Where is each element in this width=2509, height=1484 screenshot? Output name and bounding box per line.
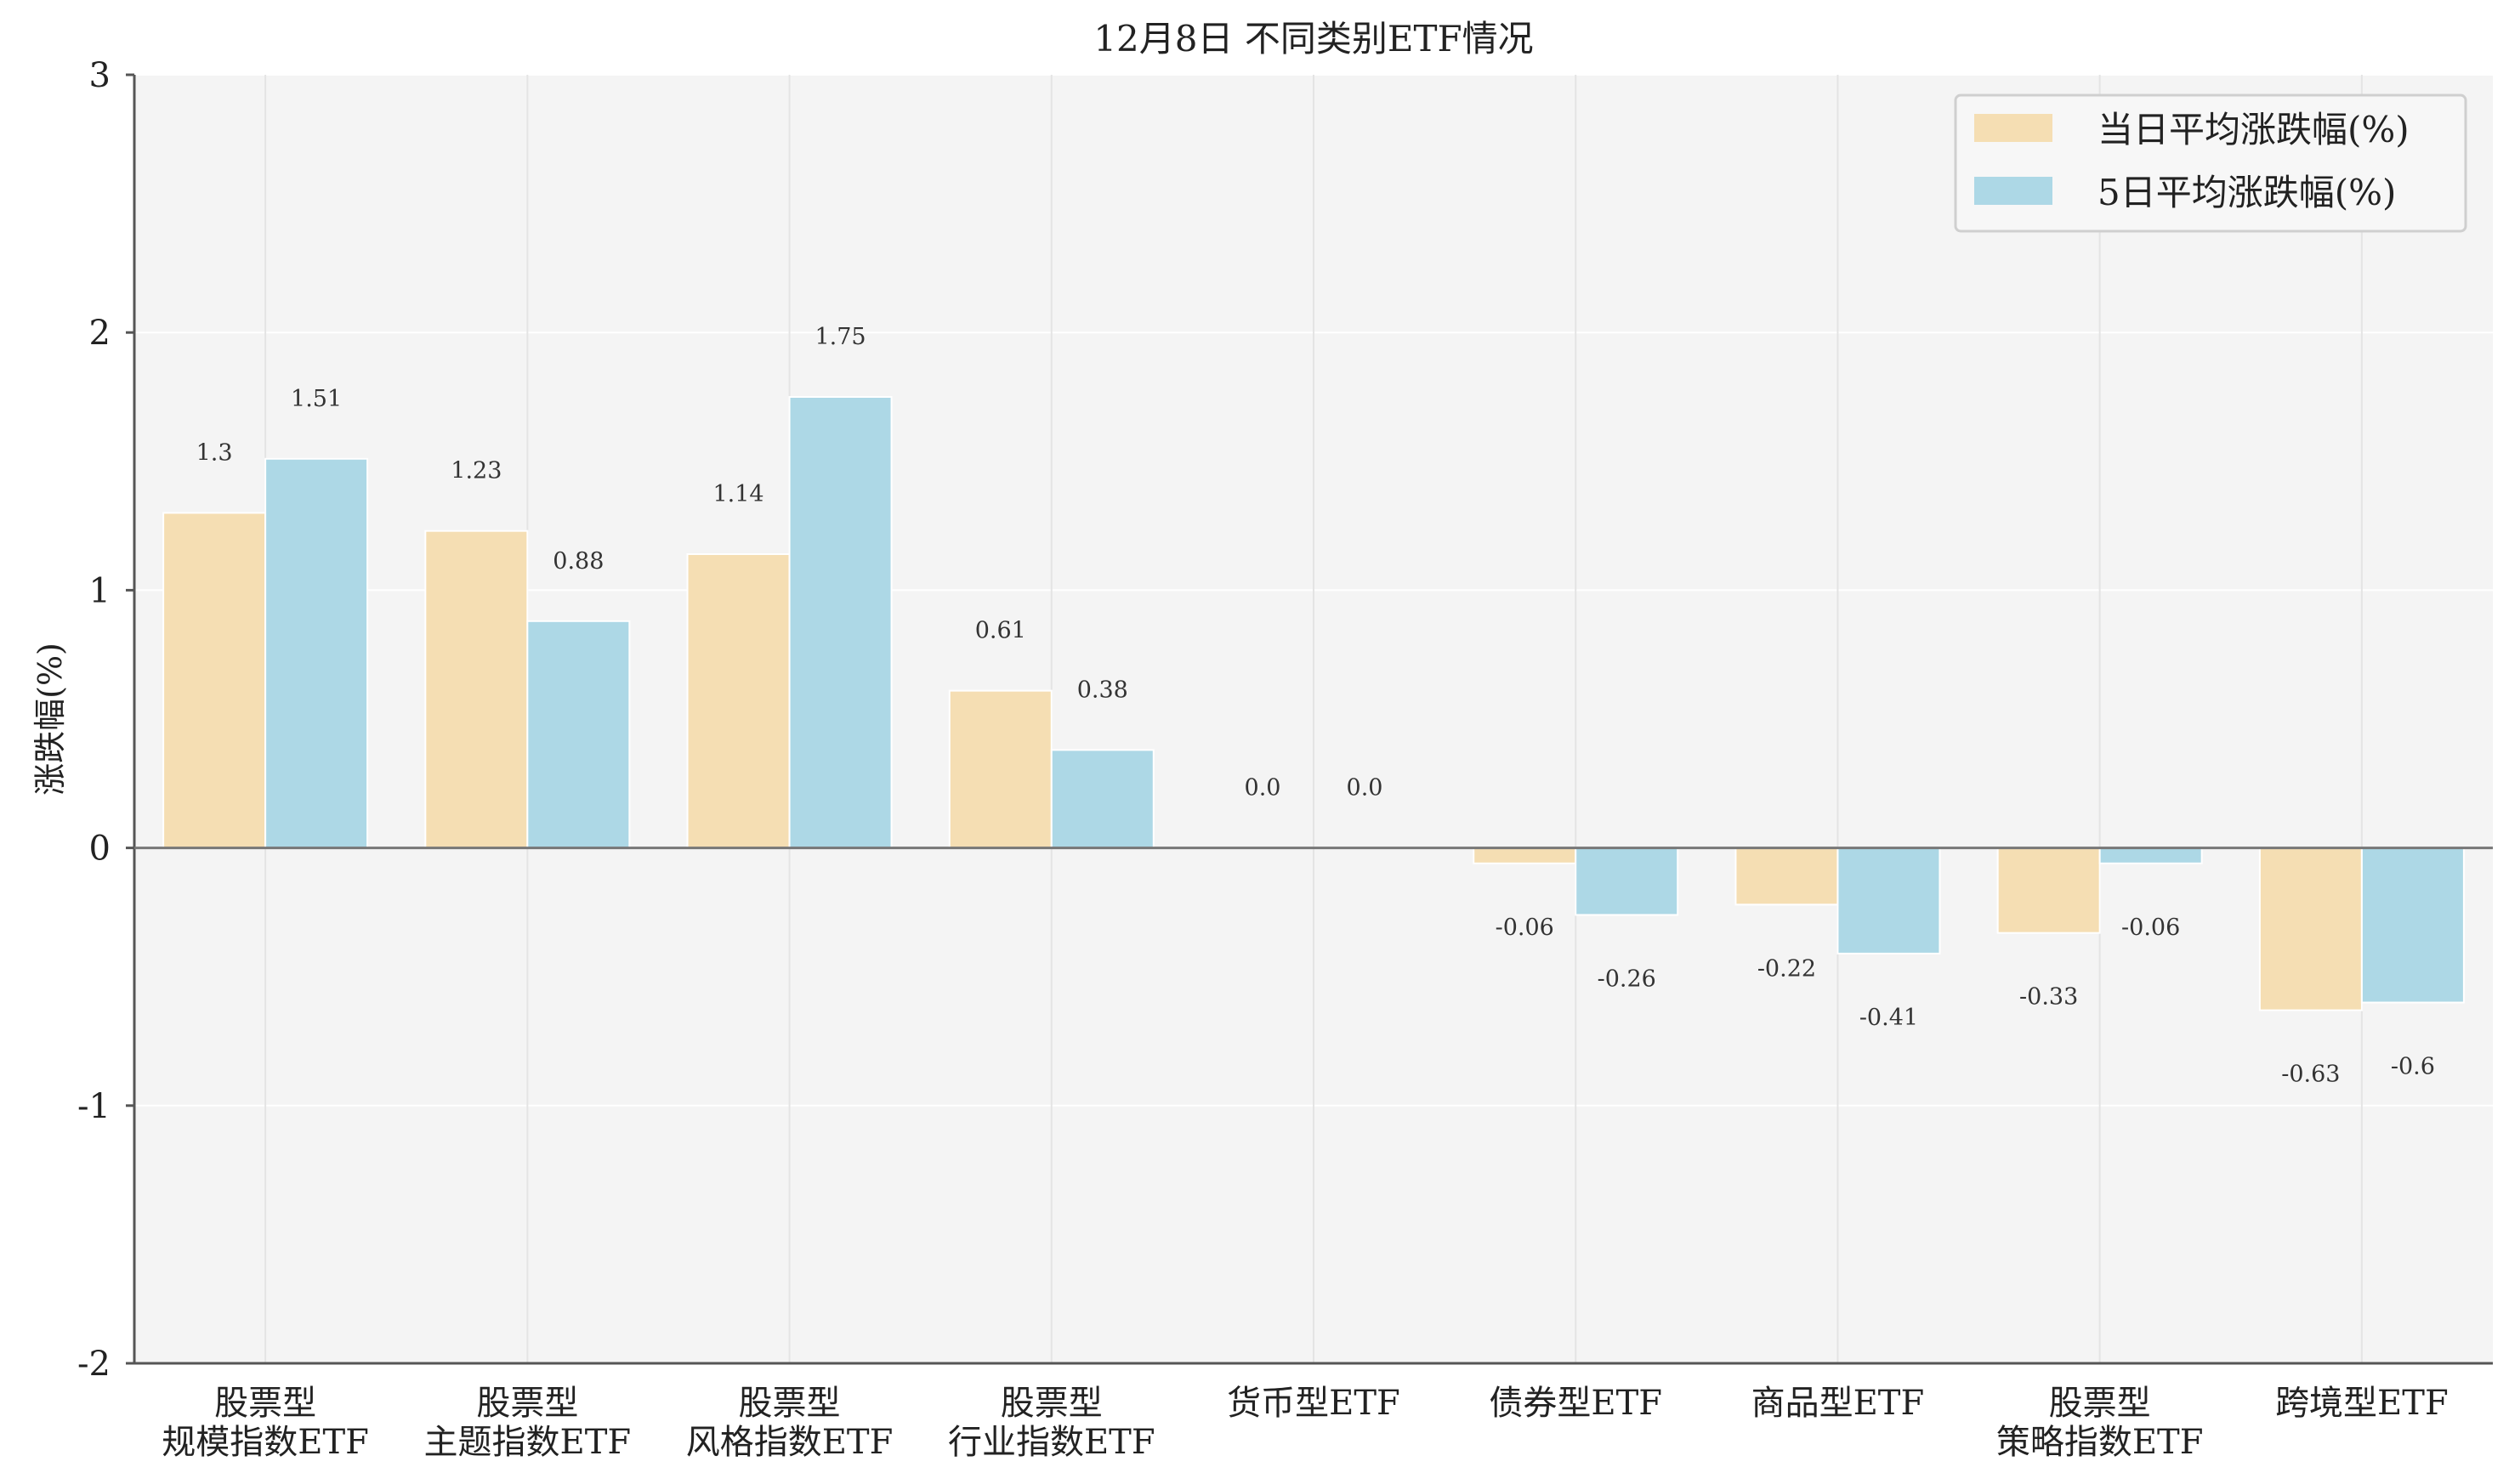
x-tick-label-line: 股票型 [214,1384,316,1423]
x-tick-label: 股票型规模指数ETF [162,1384,369,1462]
x-tick-label-line: 跨境型ETF [2275,1384,2449,1423]
value-label-5day: 0.0 [1347,775,1383,801]
value-label-5day: -0.41 [1859,1005,1918,1031]
x-tick-label-line: 主题指数ETF [424,1423,632,1462]
legend-label-daily: 当日平均涨跌幅(%) [2097,109,2410,150]
x-tick-label-line: 股票型 [476,1384,578,1423]
value-label-daily: -0.63 [2281,1062,2340,1088]
x-tick-label-line: 规模指数ETF [162,1423,369,1462]
value-label-daily: -0.33 [2019,984,2078,1011]
bar-5day [1836,847,1941,954]
bar-daily [1473,847,1577,864]
x-tick-label-line: 风格指数ETF [686,1423,894,1462]
bar-daily [162,512,267,849]
value-labels: 1.3 1.23 1.14 0.61 0.0 -0.06 -0.22 -0.33 -0.63 1.… [196,324,2435,1088]
y-tick-label: -1 [77,1087,111,1126]
x-tick-label-line: 商品型ETF [1751,1384,1925,1423]
y-tick-label: 3 [89,56,111,95]
x-tick-label: 股票型行业指数ETF [948,1384,1155,1462]
x-tick-label: 股票型策略指数ETF [1996,1384,2204,1462]
value-label-5day: 1.75 [815,324,866,350]
value-label-daily: 0.61 [975,618,1026,644]
value-label-daily: 1.23 [451,458,502,484]
value-label-daily: -0.06 [1496,915,1554,941]
y-axis-label: 涨跌幅(%) [31,643,69,796]
value-label-daily: 0.0 [1245,775,1281,801]
x-tick-label: 股票型主题指数ETF [424,1384,632,1462]
x-tick-label: 跨境型ETF [2275,1384,2449,1423]
y-tick-label: -2 [77,1345,111,1384]
x-tick-label: 商品型ETF [1751,1384,1925,1423]
x-tick-label-line: 策略指数ETF [1996,1423,2204,1462]
bar-daily [424,530,529,849]
bar-5day [788,396,893,849]
y-tick-label: 0 [89,830,111,869]
x-tick-label: 货币型ETF [1227,1384,1400,1423]
value-label-5day: 1.51 [291,386,342,412]
value-label-daily: 1.3 [196,439,233,466]
value-label-5day: -0.26 [1598,966,1656,992]
x-tick-labels: 股票型规模指数ETF股票型主题指数ETF股票型风格指数ETF股票型行业指数ETF… [162,1384,2448,1462]
x-tick-label-line: 股票型 [1001,1384,1103,1423]
bar-5day [526,620,631,849]
legend-box [1954,93,2467,233]
value-label-5day: 0.88 [553,548,604,575]
legend-swatch-daily [1974,114,2052,142]
legend-swatch-5day [1974,177,2052,205]
chart-title: 12月8日 不同类别ETF情况 [1093,18,1533,59]
legend: 当日平均涨跌幅(%) 5日平均涨跌幅(%) [1954,93,2467,233]
value-label-5day: -0.06 [2121,915,2180,941]
bar-5day [2098,847,2203,864]
legend-label-5day: 5日平均涨跌幅(%) [2097,172,2396,213]
bar-daily [948,689,1053,849]
y-tick-label: 2 [89,314,111,353]
x-tick-label-line: 行业指数ETF [948,1423,1155,1462]
axes [126,73,2493,1365]
x-tick-label: 债券型ETF [1489,1384,1662,1423]
bar-daily [2258,847,2363,1011]
bar-daily [1996,847,2101,934]
x-tick-label-line: 债券型ETF [1489,1384,1662,1423]
x-tick-label-line: 货币型ETF [1227,1384,1400,1423]
y-tick-labels: 3 2 1 0 -1 -2 [77,56,111,1384]
bar-5day [264,457,369,849]
value-label-5day: 0.38 [1077,677,1128,703]
y-tick-label: 1 [89,571,111,610]
value-label-5day: -0.6 [2391,1054,2435,1080]
value-label-daily: -0.22 [1757,955,1816,982]
bars [162,396,2465,1011]
bar-daily [686,552,791,849]
bar-5day [1575,847,1679,916]
x-tick-label-line: 股票型 [2049,1384,2151,1423]
bar-daily [1734,847,1839,906]
x-tick-label: 股票型风格指数ETF [686,1384,894,1462]
value-label-daily: 1.14 [712,481,763,507]
bar-5day [1050,749,1155,849]
bar-5day [2360,847,2465,1004]
x-tick-label-line: 股票型 [739,1384,841,1423]
